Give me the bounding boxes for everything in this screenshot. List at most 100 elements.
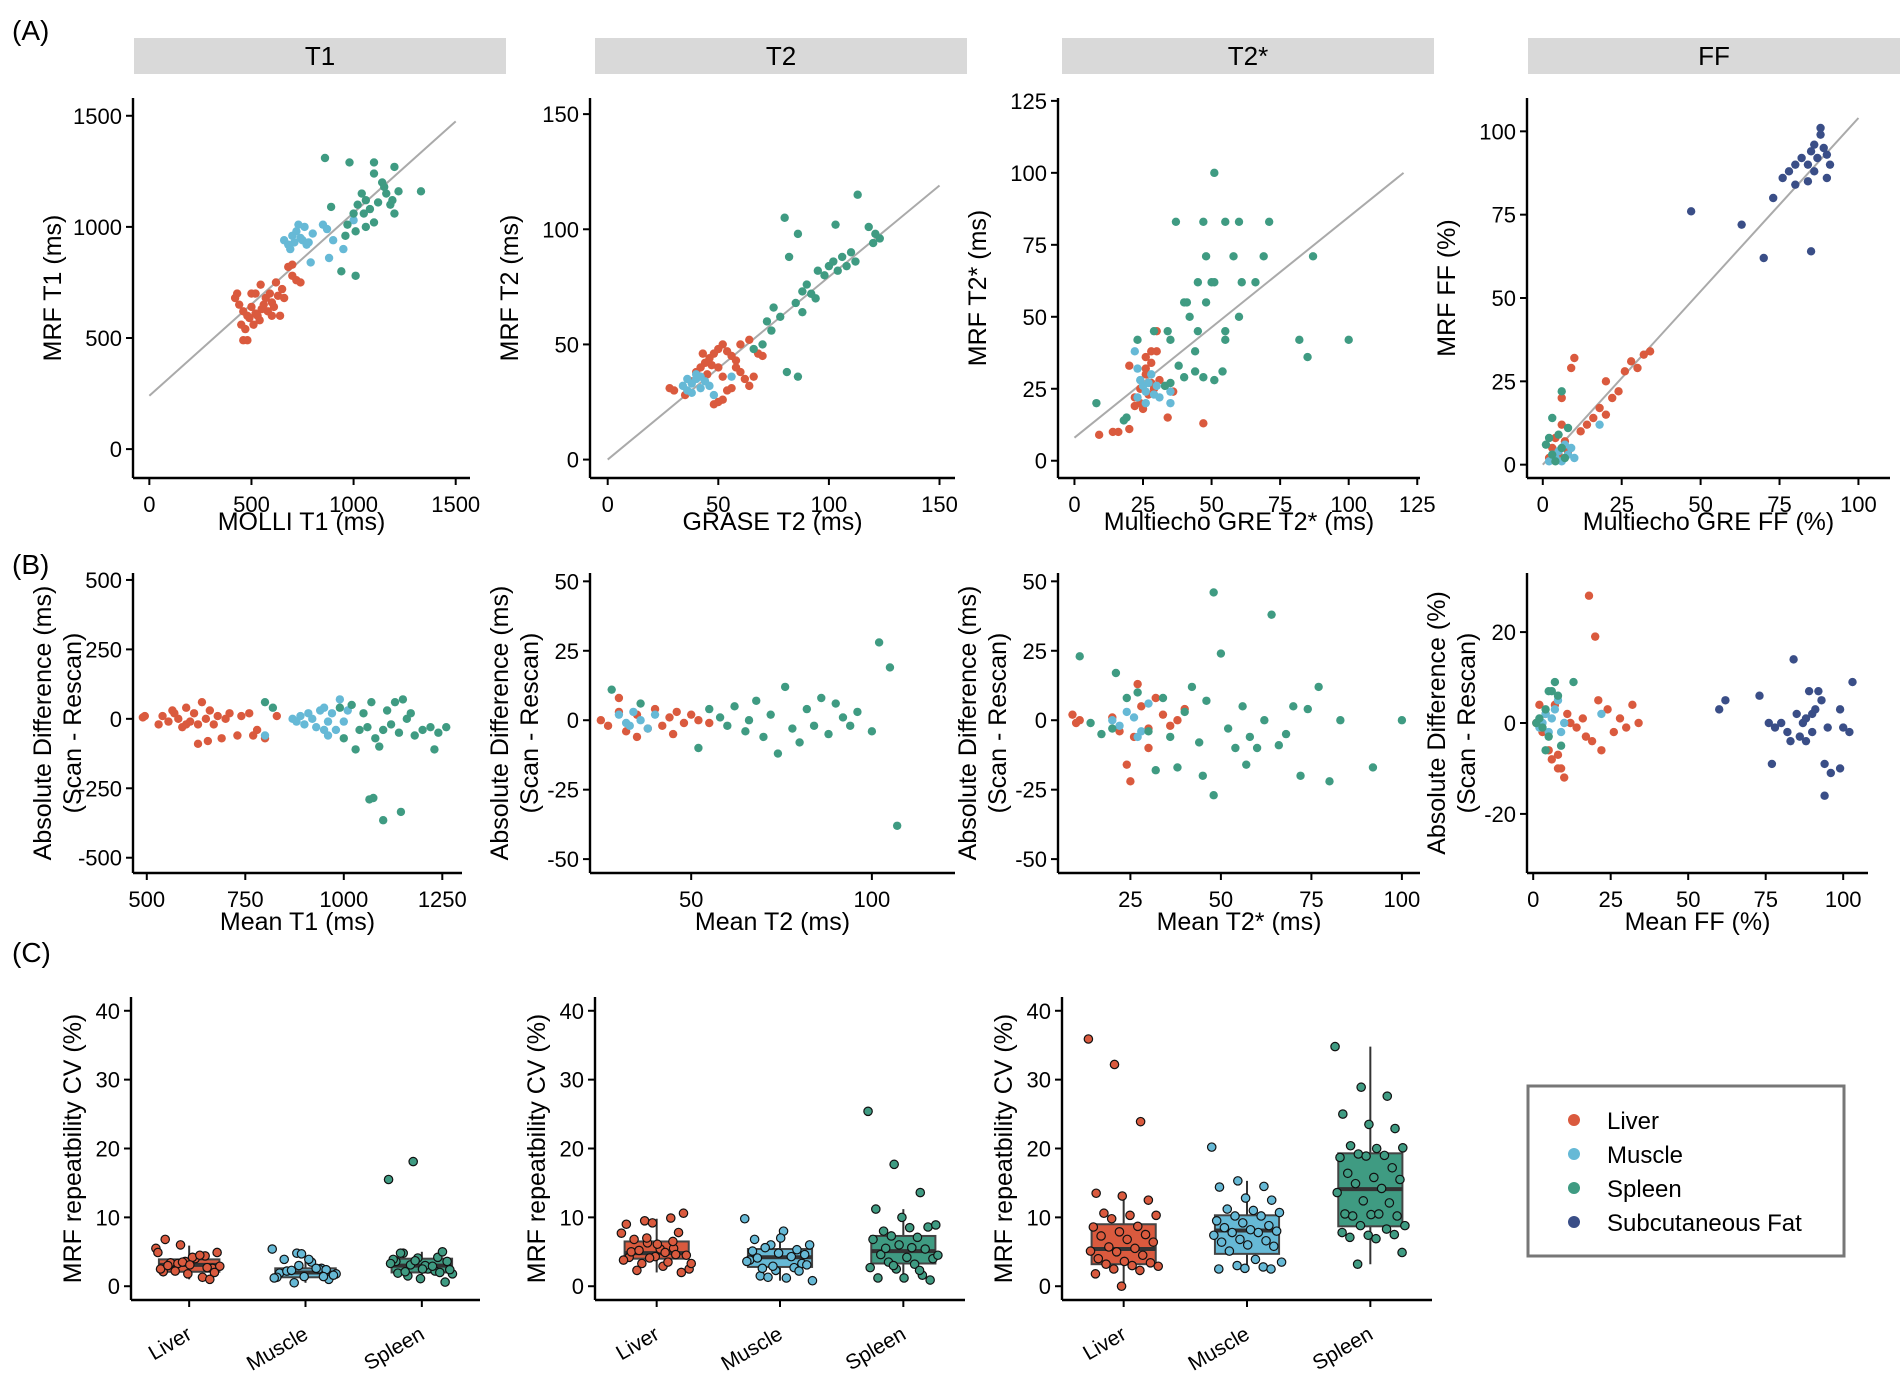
data-point-liver [245,313,254,323]
jitter-point-muscle [1258,1262,1269,1272]
data-point-spleen [851,257,860,266]
data-point-subcutaneous-fat [1715,705,1724,714]
y-axis-title: MRF repeatbility CV (%) [523,1014,551,1284]
data-point-muscle [1544,457,1554,466]
data-point-subcutaneous-fat [1822,150,1832,159]
data-point-muscle [300,720,309,729]
data-point-subcutaneous-fat [1835,764,1845,773]
identity-line [1542,117,1860,466]
data-point-spleen [1171,217,1181,226]
y-tick-label: 1500 [73,104,122,129]
data-point-subcutaneous-fat [1810,167,1819,176]
legend-label-fat: Subcutaneous Fat [1607,1210,1802,1237]
jitter-point-spleen [1350,1178,1361,1189]
data-point-liver [174,714,183,724]
data-point-liver [658,721,667,730]
data-point-spleen [867,727,877,736]
data-point-muscle [1570,453,1579,463]
jitter-point-spleen [1364,1119,1374,1130]
data-point-subcutaneous-fat [1792,709,1801,719]
y-tick-label: 0 [1035,449,1047,474]
x-tick-label: 500 [233,492,270,517]
data-point-spleen [1122,413,1131,422]
jitter-point-liver [160,1234,171,1245]
jitter-point-muscle [299,1271,309,1282]
data-point-spleen [793,372,803,381]
jitter-point-spleen [1381,1224,1392,1234]
data-point-liver [679,718,689,728]
jitter-point-muscle [1232,1260,1242,1271]
data-point-spleen [1229,252,1238,261]
data-point-spleen [365,204,375,214]
data-point-muscle [650,710,660,719]
data-point-spleen [1548,413,1557,423]
data-point-muscle [705,381,714,391]
data-point-spleen [874,638,884,647]
data-point-spleen [1173,763,1182,772]
data-point-liver [731,356,741,365]
data-point-spleen [326,202,336,212]
data-point-spleen [363,722,372,732]
data-point-liver [1125,361,1134,370]
data-point-spleen [426,722,435,732]
jitter-point-spleen [1382,1091,1393,1101]
data-point-muscle [335,695,345,704]
x-tick-label: Muscle [717,1322,786,1375]
data-point-spleen [1179,373,1189,382]
y-axis-title: MRF T2 (ms) [496,215,524,362]
data-point-muscle [308,229,317,238]
data-point-spleen [1086,718,1095,728]
data-point-liver [213,711,222,721]
jitter-point-liver [647,1218,658,1228]
data-point-subcutaneous-fat [1816,130,1825,139]
data-point-liver [1609,727,1619,737]
data-point-spleen [1344,335,1353,345]
y-tick-label: 20 [1027,1137,1051,1162]
data-point-spleen [741,727,750,736]
y-tick-label: 30 [96,1068,120,1093]
jitter-point-liver [1096,1231,1106,1241]
data-point-muscle [1115,721,1124,730]
data-point-liver [154,720,163,729]
legend-label-spleen: Spleen [1607,1176,1682,1203]
data-point-spleen [369,218,379,227]
jitter-point-muscle [1237,1218,1248,1228]
data-point-spleen [1535,714,1544,723]
jitter-point-liver [618,1255,629,1265]
data-point-spleen [1149,326,1159,336]
data-point-spleen [369,158,379,167]
data-point-liver [247,302,256,312]
data-point-spleen [375,742,384,751]
data-point-liver [243,336,252,345]
data-point-spleen [1092,398,1101,408]
jitter-point-spleen [889,1159,899,1170]
x-tick-label: 25 [1131,492,1155,517]
data-point-muscle [1133,393,1142,402]
data-point-spleen [359,709,368,718]
jitter-point-spleen [440,1277,450,1287]
data-point-spleen [378,725,388,735]
data-point-muscle [1550,705,1560,714]
data-point-spleen [811,294,820,303]
data-point-muscle [292,227,301,236]
jitter-point-liver [634,1245,644,1256]
data-point-muscle [614,710,624,719]
data-point-liver [1130,401,1139,411]
data-point-spleen [1260,716,1269,725]
data-point-spleen [390,697,400,707]
data-point-liver [1563,709,1572,719]
jitter-point-spleen [1355,1220,1366,1231]
data-point-spleen [813,266,823,275]
x-axis-title: Mean T2* (ms) [1157,908,1322,936]
data-point-spleen [349,209,358,218]
jitter-point-spleen [1371,1143,1382,1154]
data-point-spleen [809,721,819,730]
data-point-liver [1144,743,1153,753]
jitter-point-spleen [1366,1209,1376,1220]
data-point-subcutaneous-fat [1721,696,1730,705]
jitter-point-liver [1085,1246,1096,1256]
data-point-subcutaneous-fat [1789,655,1798,664]
data-point-spleen [1553,691,1563,700]
data-point-liver [1075,716,1084,725]
